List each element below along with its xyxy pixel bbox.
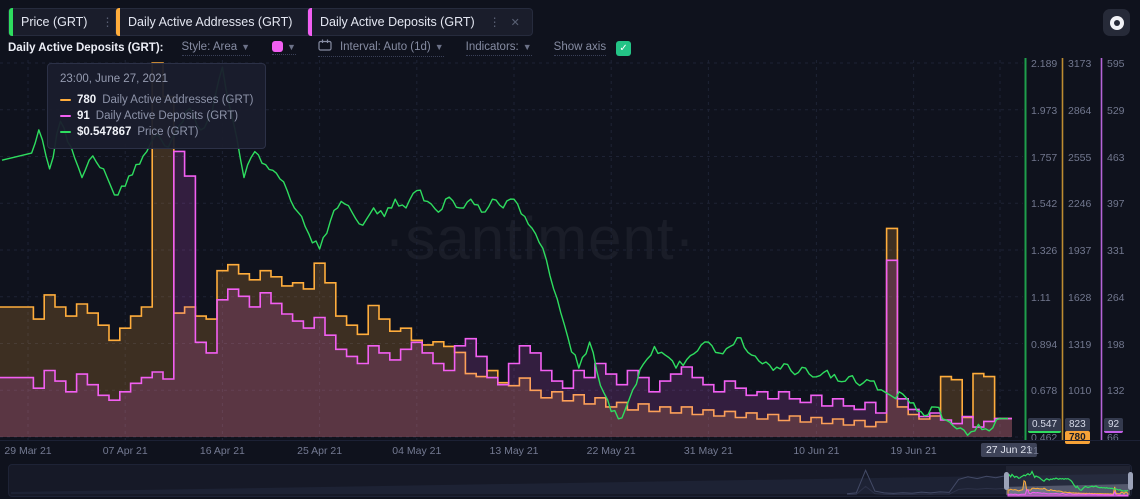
x-tick-label: 10 Jun 21 (793, 445, 840, 457)
santiment-watermark: ·santiment· (384, 205, 696, 272)
y-tick-label: 1.11 (1031, 291, 1051, 304)
tab-daily-active-deposits[interactable]: Daily Active Deposits (GRT) ⋮ ✕ (307, 8, 533, 36)
addresses-latest-badge: 823 (1065, 418, 1090, 431)
y-tick-label: 264 (1107, 291, 1125, 304)
x-tick-label: 04 May 21 (392, 445, 442, 457)
tooltip-label: Daily Active Deposits (GRT) (95, 110, 239, 122)
navigator-handle-right[interactable] (1128, 472, 1133, 490)
tooltip-label: Price (GRT) (137, 126, 199, 138)
y-tick-label: 1937 (1068, 245, 1092, 257)
tooltip-label: Daily Active Addresses (GRT) (102, 94, 254, 106)
series-dash-icon (60, 115, 71, 117)
y-tick-label: 331 (1107, 245, 1125, 257)
y-tick-label: 3173 (1068, 58, 1092, 70)
y-tick-label: 2246 (1068, 198, 1092, 211)
tooltip-value: 91 (77, 110, 90, 122)
record-icon (1109, 15, 1124, 30)
tooltip-value: $0.547867 (77, 126, 132, 138)
tab-accent-bar (9, 8, 13, 36)
tab-accent-bar (116, 8, 120, 36)
chevron-down-icon: ▼ (287, 41, 296, 52)
y-tick-label: 132 (1107, 385, 1125, 398)
x-tick-label: 29 Mar 21 (4, 445, 52, 457)
y-tick-label: 2864 (1068, 104, 1092, 117)
y-tick-label: 463 (1107, 151, 1125, 164)
kebab-menu-icon[interactable]: ⋮ (101, 15, 114, 29)
chevron-down-icon: ▼ (241, 41, 251, 52)
x-tick-label: 19 Jun 21 (890, 445, 937, 457)
color-swatch (272, 41, 284, 52)
interval-icon (318, 39, 332, 54)
close-icon[interactable]: ✕ (510, 16, 520, 29)
navigator-preview (846, 469, 1129, 497)
y-tick-label: 1.542 (1031, 198, 1058, 211)
y-tick-label: 1.973 (1031, 104, 1058, 117)
y-tick-label: 2555 (1068, 151, 1092, 164)
x-axis-date-badge: 27 Jun 21 (980, 443, 1038, 457)
tab-label: Price (GRT) (21, 15, 88, 29)
tab-accent-bar (308, 8, 312, 36)
metric-title: Daily Active Deposits (GRT): (8, 42, 164, 54)
interval-dropdown[interactable]: Interval: Auto (1d) ▼ (317, 39, 444, 57)
x-axis: 29 Mar 21 07 Apr 21 16 Apr 21 25 Apr 21 04 M… (0, 440, 1140, 460)
y-tick-label: 1.326 (1031, 245, 1058, 257)
deposits-current-badge: 92 (1104, 418, 1124, 433)
color-picker[interactable]: ▼ (272, 41, 296, 55)
metric-toolbar: Daily Active Deposits (GRT): Style: Area… (0, 38, 1140, 58)
x-tick-label: 07 Apr 21 (102, 445, 148, 457)
y-tick-label: 529 (1107, 104, 1125, 117)
check-icon: ✓ (619, 42, 628, 54)
y-tick-label: 0.678 (1031, 385, 1058, 398)
y-tick-label: 0.894 (1031, 338, 1058, 351)
tooltip-row-price: $0.547867 Price (GRT) (60, 126, 253, 138)
tab-label: Daily Active Addresses (GRT) (128, 15, 293, 29)
x-tick-label: 21 (1027, 445, 1039, 457)
show-axis-toggle[interactable]: Show axis (553, 40, 607, 56)
y-tick-label: 397 (1107, 198, 1125, 211)
y-tick-label: 1319 (1068, 338, 1092, 351)
y-tick-label: 1010 (1068, 385, 1092, 398)
x-tick-label: 31 May 21 (683, 445, 733, 457)
tab-bar: Price (GRT) ⋮ ✕ Daily Active Addresses (… (0, 0, 1140, 38)
show-axis-checkbox[interactable]: ✓ (616, 40, 632, 56)
y-tick-label: 198 (1107, 338, 1125, 351)
x-tick-label: 13 May 21 (489, 445, 539, 457)
record-button[interactable] (1103, 9, 1130, 36)
navigator-handle-left[interactable] (1004, 472, 1009, 490)
hover-tooltip: 23:00, June 27, 2021 780 Daily Active Ad… (47, 63, 267, 149)
style-dropdown[interactable]: Style: Area ▼ (181, 40, 251, 56)
price-current-badge: 0.547 (1028, 418, 1062, 433)
indicators-dropdown[interactable]: Indicators: ▼ (465, 40, 532, 56)
y-tick-label: 595 (1107, 58, 1125, 70)
navigator[interactable] (8, 464, 1133, 497)
y-tick-label: 1.757 (1031, 151, 1058, 164)
show-axis-label: Show axis (553, 40, 607, 53)
chevron-down-icon: ▼ (434, 41, 444, 52)
style-label: Style: Area (181, 40, 238, 53)
x-tick-label: 22 May 21 (586, 445, 636, 457)
tooltip-datetime: 23:00, June 27, 2021 (60, 73, 169, 85)
indicators-label: Indicators: (465, 40, 519, 53)
tooltip-row-addresses: 780 Daily Active Addresses (GRT) (60, 94, 253, 106)
tab-label: Daily Active Deposits (GRT) (320, 15, 475, 29)
y-tick-label: 0.462 (1031, 432, 1058, 444)
chevron-down-icon: ▼ (522, 41, 532, 52)
y-tick-label: 66 (1107, 432, 1119, 444)
series-dash-icon (60, 131, 71, 133)
navigator-selection-wedge (1006, 483, 1130, 495)
tooltip-value: 780 (77, 94, 97, 106)
x-tick-label: 25 Apr 21 (297, 445, 343, 457)
kebab-menu-icon[interactable]: ⋮ (488, 15, 501, 29)
series-dash-icon (60, 99, 71, 101)
y-tick-label: 2.189 (1031, 58, 1058, 70)
chart-canvas[interactable]: ·santiment· 2.189 1.973 1.757 1.542 1.326 1.1… (0, 56, 1140, 444)
x-tick-label: 16 Apr 21 (199, 445, 245, 457)
interval-label: Interval: Auto (1d) (339, 40, 431, 53)
tooltip-row-deposits: 91 Daily Active Deposits (GRT) (60, 110, 253, 122)
y-tick-label: 1628 (1068, 291, 1092, 304)
